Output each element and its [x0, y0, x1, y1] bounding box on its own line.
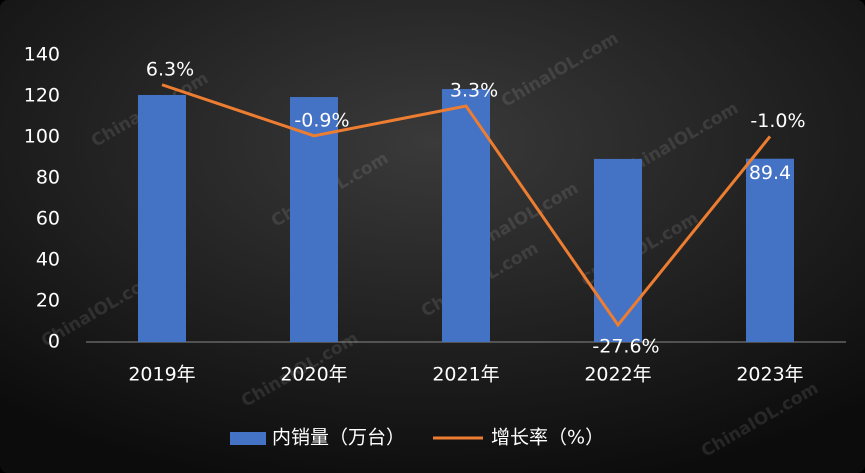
line-value-label: -0.9%: [294, 109, 349, 131]
y-tick-label: 80: [36, 167, 60, 189]
line-value-label: -27.6%: [592, 335, 659, 357]
bar: [442, 89, 490, 342]
line-value-label: 6.3%: [146, 58, 194, 80]
bar: [138, 94, 186, 342]
bar: [746, 158, 794, 342]
y-tick-label: 0: [48, 331, 60, 353]
y-tick-label: 40: [36, 249, 60, 271]
line: [161, 83, 772, 328]
legend-label: 内销量（万台）: [272, 427, 405, 449]
x-tick-label: 2020年: [280, 364, 347, 386]
y-tick-label: 100: [24, 126, 60, 148]
x-tick-label: 2021年: [432, 364, 499, 386]
y-tick-label: 20: [36, 290, 60, 312]
x-tick-label: 2022年: [584, 364, 651, 386]
y-tick-label: 140: [24, 44, 60, 66]
bar: [290, 97, 338, 343]
bar-value-label: 89.4: [749, 162, 791, 184]
bar: [594, 158, 642, 342]
x-tick-label: 2019年: [128, 364, 195, 386]
line-value-label: -1.0%: [750, 110, 805, 132]
line-value-label: 3.3%: [450, 80, 498, 102]
y-tick-label: 120: [24, 85, 60, 107]
legend-swatch: [230, 432, 266, 445]
legend-label: 增长率（%）: [491, 427, 604, 449]
x-tick-label: 2023年: [736, 364, 803, 386]
y-tick-label: 60: [36, 208, 60, 230]
